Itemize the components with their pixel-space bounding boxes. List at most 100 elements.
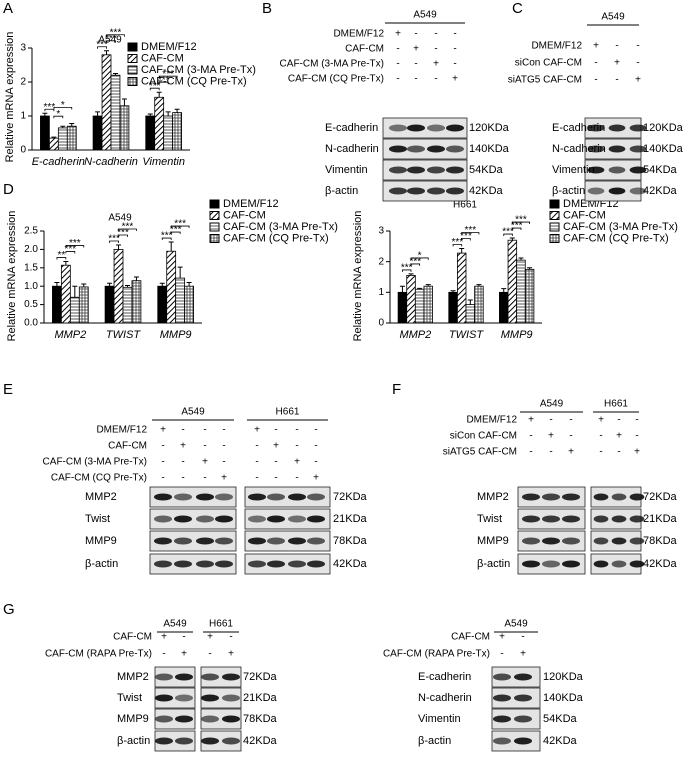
protein-label: MMP2 (117, 671, 149, 683)
bar (119, 105, 130, 151)
bar (60, 264, 71, 324)
protein-label: MMP9 (117, 713, 149, 725)
bar (499, 291, 509, 324)
sig-bracket (106, 34, 125, 37)
treatment-sign: - (182, 632, 185, 643)
error-bar (408, 273, 414, 276)
legend-label: CAF-CM (CQ Pre-Tx) (223, 232, 329, 244)
sig-label: ** (57, 250, 65, 261)
cell-line-label: H661 (276, 407, 300, 418)
blot-strip (244, 530, 331, 552)
protein-label: MMP2 (85, 491, 117, 503)
panel-letter: A (3, 0, 13, 17)
treatment-sign: - (314, 441, 317, 452)
error-bar (69, 122, 75, 127)
bar (157, 285, 168, 324)
legend-swatch (209, 211, 220, 220)
blot-band (593, 493, 609, 501)
blot-band (307, 493, 325, 501)
error-bar (168, 241, 174, 252)
error-bar (107, 282, 113, 287)
treatment-sign: - (529, 431, 532, 442)
protein-label: N-cadherin (325, 143, 379, 155)
treatment-sign: + (228, 649, 234, 660)
x-tick-label: Vimentin (142, 156, 185, 168)
blot-band (196, 515, 214, 523)
blot-band (222, 694, 240, 702)
blot-band (288, 515, 306, 523)
condition-label: siATG5 CAF-CM (508, 75, 582, 86)
blot-band (389, 145, 407, 153)
blot-band (427, 187, 445, 195)
protein-label: β-actin (477, 558, 510, 570)
blot-band (493, 737, 511, 745)
sig-label: *** (464, 225, 476, 236)
treatment-sign: - (222, 457, 225, 468)
error-bar (51, 136, 57, 139)
treatment-sign: - (500, 649, 503, 660)
treatment-sign: + (528, 415, 534, 426)
sig-bracket (511, 221, 530, 225)
condition-label: CAF-CM (3-MA Pre-Tx) (280, 59, 384, 70)
bar (163, 115, 174, 151)
blot-band (493, 715, 511, 723)
sig-bracket (170, 231, 181, 235)
bar (101, 54, 112, 151)
condition-label: CAF-CM (RAPA Pre-Tx) (383, 649, 490, 660)
blot-band (593, 515, 609, 523)
blot-strip (149, 530, 237, 552)
x-tick-label: MMP2 (54, 329, 86, 341)
sig-label: *** (64, 244, 76, 255)
blot-band (629, 145, 647, 153)
blot-band (267, 493, 285, 501)
treatment-sign: + (433, 59, 439, 70)
size-label: 42KDa (543, 735, 578, 747)
blot-strip (244, 486, 331, 508)
blot-band (407, 145, 425, 153)
treatment-sign: - (414, 59, 417, 70)
treatment-sign: - (615, 75, 618, 86)
treatment-sign: + (499, 632, 505, 643)
treatment-sign: + (395, 29, 401, 40)
protein-label: Twist (85, 513, 110, 525)
blot-band (196, 493, 214, 501)
sig-bracket (106, 40, 116, 43)
condition-label: CAF-CM (RAPA Pre-Tx) (45, 649, 152, 660)
legend-swatch (549, 211, 560, 220)
protein-label: Vimentin (552, 164, 595, 176)
blot-band (522, 493, 540, 501)
treatment-sign: - (635, 431, 638, 442)
bar (131, 280, 142, 324)
legend-swatch (127, 77, 138, 86)
sig-bracket (461, 232, 480, 235)
blot-band (267, 560, 285, 568)
sig-label: *** (158, 75, 170, 86)
treatment-sign: - (222, 441, 225, 452)
treatment-sign: - (203, 473, 206, 484)
sig-label: *** (460, 231, 472, 242)
bar (48, 137, 59, 151)
sig-bracket (158, 75, 178, 79)
size-label: 21KDa (333, 513, 368, 525)
blot-band (175, 715, 193, 723)
blot-band (215, 515, 233, 523)
bar (110, 74, 121, 151)
condition-label: DMEM/F12 (333, 29, 384, 40)
size-label: 42KDa (333, 558, 368, 570)
treatment-sign: - (599, 447, 602, 458)
blot-strip (149, 508, 237, 530)
cell-line-label: A549 (413, 10, 437, 21)
error-bar (121, 98, 127, 106)
treatment-sign: - (434, 74, 437, 85)
size-label: 54KDa (469, 164, 504, 176)
error-bar (186, 282, 192, 287)
treatment-sign: + (452, 74, 458, 85)
blot-band (201, 715, 219, 723)
error-bar (124, 284, 130, 288)
sig-bracket (410, 257, 429, 260)
protein-label: β-actin (418, 735, 451, 747)
treatment-sign: - (594, 75, 597, 86)
error-bar (60, 125, 66, 128)
x-tick-label: E-cadherin (32, 156, 85, 168)
